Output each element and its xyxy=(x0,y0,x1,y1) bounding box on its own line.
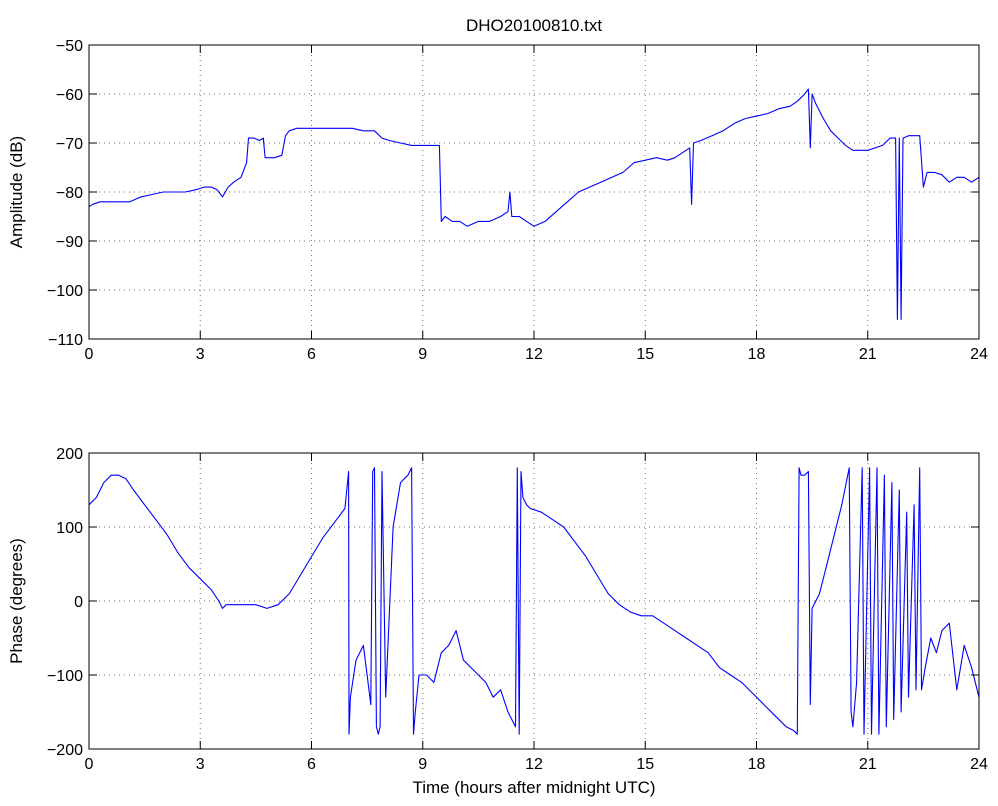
x-tick-label: 12 xyxy=(525,756,543,773)
y-tick-label: −50 xyxy=(56,38,83,55)
y-tick-label: −80 xyxy=(56,185,83,202)
amplitude-chart: 0 3 6 9 12 15 18 21 24 −110 −100 −90 −80 −70 −60 −50 DHO… xyxy=(7,16,988,363)
x-tick-label: 15 xyxy=(636,346,654,363)
x-tick-label: 6 xyxy=(307,346,316,363)
series-line xyxy=(88,88,980,320)
x-tick-label: 18 xyxy=(748,346,766,363)
x-tick-label: 24 xyxy=(970,756,988,773)
y-tick-label: 200 xyxy=(56,446,83,463)
series-line xyxy=(88,467,980,735)
y-tick-label: −70 xyxy=(56,136,83,153)
x-tick-label: 18 xyxy=(748,756,766,773)
y-tick-label: 0 xyxy=(74,594,83,611)
x-tick-label: 21 xyxy=(859,346,877,363)
y-tick-label: 100 xyxy=(56,520,83,537)
x-tick-label: 9 xyxy=(418,346,427,363)
phase-chart: 0 3 6 9 12 15 18 21 24 −200 −100 0 100 200 Time (hours… xyxy=(7,446,988,797)
x-tick-label: 9 xyxy=(418,756,427,773)
y-axis-label: Amplitude (dB) xyxy=(7,136,26,248)
y-axis-label: Phase (degrees) xyxy=(7,538,26,664)
y-tick-label: −100 xyxy=(47,668,83,685)
y-tick-label: −90 xyxy=(56,234,83,251)
y-tick-label: −60 xyxy=(56,87,83,104)
x-tick-label: 6 xyxy=(307,756,316,773)
x-axis-label: Time (hours after midnight UTC) xyxy=(412,778,655,797)
x-tick-label: 0 xyxy=(85,756,94,773)
y-tick-label: −100 xyxy=(47,283,83,300)
x-tick-label: 12 xyxy=(525,346,543,363)
y-tick-label: −110 xyxy=(48,332,83,349)
x-tick-label: 3 xyxy=(196,346,205,363)
y-tick-label: −200 xyxy=(47,742,83,759)
x-tick-label: 15 xyxy=(636,756,654,773)
x-tick-label: 21 xyxy=(859,756,877,773)
x-tick-label: 0 xyxy=(85,346,94,363)
x-tick-label: 24 xyxy=(970,346,988,363)
chart-title: DHO20100810.txt xyxy=(466,16,602,35)
x-tick-label: 3 xyxy=(196,756,205,773)
